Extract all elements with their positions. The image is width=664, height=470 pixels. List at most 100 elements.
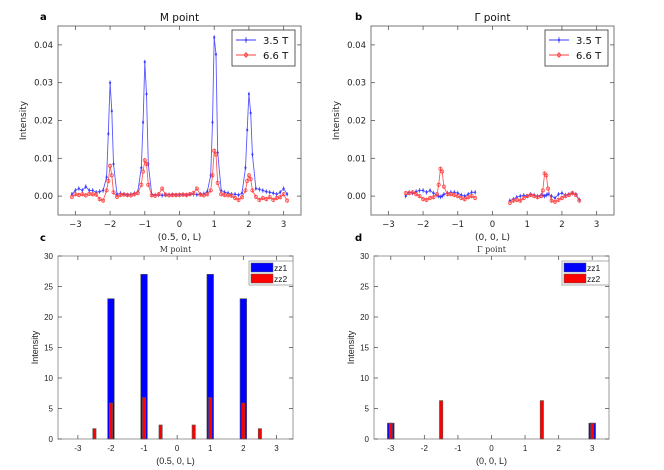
data-point: [245, 179, 250, 183]
data-point: [257, 197, 262, 202]
data-point: [194, 186, 199, 191]
data-point: [467, 193, 470, 196]
series-zz2: [92, 397, 262, 440]
data-point: [404, 195, 407, 198]
x-axis-label: (0, 0, L): [476, 456, 507, 466]
data-point: [545, 193, 548, 197]
data-point: [108, 163, 113, 168]
data-point: [258, 188, 261, 191]
data-point: [466, 195, 471, 200]
data-point: [514, 197, 519, 202]
data-point: [80, 192, 85, 197]
data-point: [102, 189, 105, 192]
data-point: [518, 198, 523, 203]
x-axis-label: (0.5, 0, L): [156, 456, 195, 466]
x-tick-label: −3: [69, 220, 82, 230]
data-point: [264, 197, 269, 202]
x-tick-label: −2: [417, 220, 430, 230]
x-tick-label: 0: [175, 444, 180, 453]
data-point: [128, 193, 133, 198]
data-point: [459, 196, 464, 200]
data-point: [153, 193, 158, 198]
data-point: [436, 182, 441, 187]
y-tick-label: 10: [360, 374, 369, 383]
legend-box: [231, 29, 296, 67]
data-point: [424, 197, 429, 202]
legend-label: 6.6 T: [576, 51, 602, 62]
y-tick-label: 0.03: [347, 79, 366, 89]
data-point: [135, 191, 140, 196]
data-point: [249, 111, 252, 115]
bar: [590, 422, 595, 440]
data-point: [442, 193, 445, 196]
data-point: [247, 92, 251, 96]
data-point: [229, 193, 234, 198]
data-point: [275, 193, 278, 196]
data-point: [195, 193, 198, 196]
data-point: [550, 195, 553, 198]
legend-marker: [244, 38, 248, 42]
data-point: [566, 193, 571, 197]
chart-title: M point: [160, 245, 192, 254]
data-point: [455, 194, 460, 199]
data-point: [213, 36, 216, 39]
data-point: [74, 189, 77, 192]
y-tick-label: 0.02: [34, 117, 53, 127]
data-point: [246, 173, 251, 178]
panel-label-c: c: [40, 233, 46, 244]
y-axis-label: Intensity: [332, 100, 342, 140]
x-tick-label: 2: [241, 444, 246, 453]
data-point: [428, 189, 432, 192]
data-point: [559, 196, 564, 200]
data-point: [414, 192, 419, 197]
panel-label-b: b: [355, 12, 362, 23]
bar: [439, 400, 444, 440]
x-tick-label: −1: [452, 220, 465, 230]
data-point: [213, 152, 218, 157]
data-point: [268, 191, 271, 194]
x-axis-label: (0.5, 0, L): [158, 233, 202, 243]
data-point: [525, 194, 530, 199]
data-point: [254, 187, 257, 190]
data-point: [539, 194, 544, 199]
data-point: [415, 190, 418, 193]
data-point: [144, 162, 149, 166]
data-point: [522, 194, 525, 197]
panel-label-a: a: [40, 12, 47, 23]
data-point: [543, 195, 546, 198]
y-tick-label: 15: [360, 344, 369, 353]
legend-marker: [557, 38, 561, 42]
y-axis-label: Intensity: [19, 100, 29, 140]
y-tick-label: 5: [365, 405, 370, 414]
legend: 3.5 T 6.6 T: [231, 29, 296, 67]
x-axis-label: (0, 0, L): [475, 233, 510, 243]
data-point: [507, 200, 512, 205]
x-tick-label: 3: [590, 444, 595, 453]
data-point: [94, 192, 99, 197]
data-point: [577, 198, 582, 203]
data-point: [563, 194, 568, 199]
x-tick-label: 1: [525, 220, 530, 230]
x-tick-label: 3: [281, 220, 286, 230]
data-point: [69, 194, 74, 199]
data-point: [260, 196, 265, 200]
data-point: [440, 169, 445, 174]
data-point: [462, 197, 467, 202]
data-point: [109, 173, 114, 178]
data-point: [143, 60, 146, 64]
data-point: [240, 191, 244, 195]
x-tick-label: -3: [387, 444, 395, 453]
y-tick-label: 0.04: [34, 41, 53, 51]
data-point: [278, 195, 283, 200]
data-point: [156, 192, 161, 197]
data-point: [105, 176, 108, 179]
data-point: [233, 193, 237, 196]
y-tick-label: 5: [49, 405, 54, 414]
x-tick-label: -2: [421, 444, 429, 453]
data-point: [115, 194, 119, 199]
data-point: [142, 158, 147, 163]
data-point: [535, 195, 540, 200]
data-point: [253, 194, 258, 199]
data-point: [473, 196, 478, 200]
